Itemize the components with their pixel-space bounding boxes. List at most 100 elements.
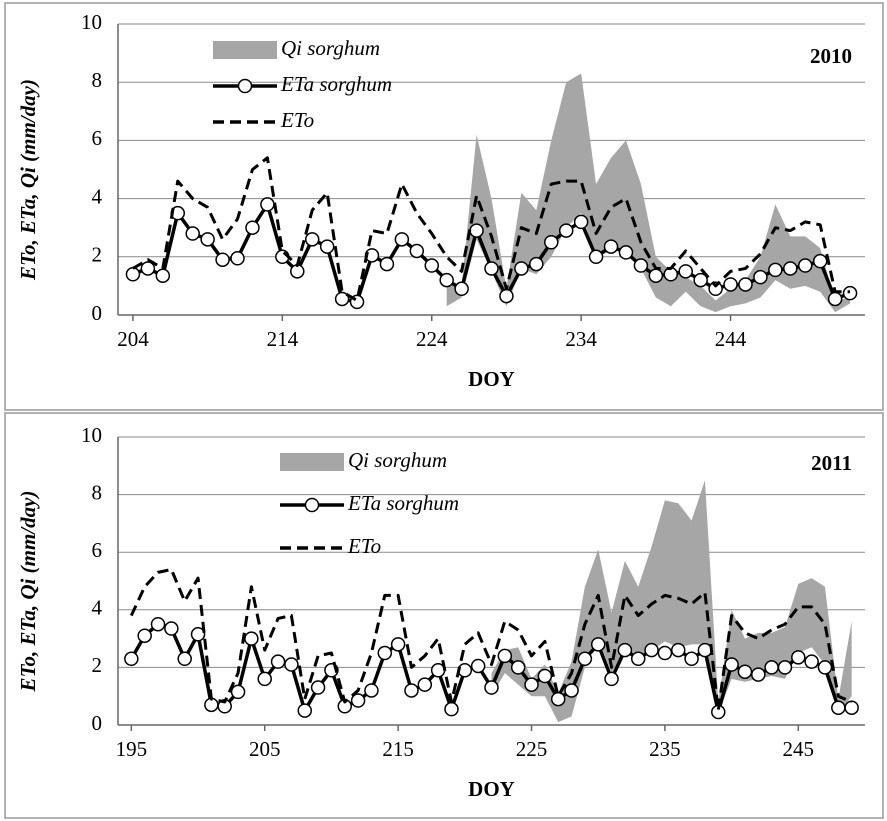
- data-point: [708, 281, 723, 297]
- data-point: [633, 258, 649, 273]
- data-point: [350, 693, 366, 708]
- data-point: [454, 281, 469, 297]
- y-tick-label: 8: [92, 68, 103, 92]
- data-point: [439, 272, 454, 288]
- data-point: [215, 252, 230, 267]
- legend-marker: [304, 497, 320, 513]
- data-point: [379, 256, 395, 272]
- data-point: [394, 232, 410, 247]
- x-tick-label: 235: [649, 737, 681, 761]
- legend-swatch: [213, 41, 277, 59]
- legend-marker: [237, 78, 253, 94]
- data-point: [150, 616, 166, 632]
- x-axis-label: DOY: [468, 367, 515, 391]
- data-point: [524, 677, 539, 692]
- data-point: [812, 253, 828, 269]
- data-point: [177, 651, 192, 667]
- data-point: [230, 251, 245, 266]
- y-axis-label: ETo, ETa, Qi (mm/day): [16, 79, 40, 281]
- x-tick-label: 195: [116, 737, 148, 761]
- data-point: [484, 680, 499, 695]
- panel-frame: [4, 2, 884, 411]
- data-point: [657, 645, 673, 661]
- data-point: [678, 264, 693, 279]
- x-tick-label: 215: [382, 737, 414, 761]
- data-point: [671, 642, 686, 658]
- y-tick-label: 8: [92, 480, 103, 504]
- data-point: [444, 701, 459, 717]
- legend-label: ETa sorghum: [280, 72, 392, 96]
- y-tick-label: 10: [81, 423, 102, 447]
- x-tick-label: 224: [416, 327, 448, 351]
- data-point: [618, 245, 634, 260]
- data-point: [573, 214, 589, 230]
- data-point: [124, 651, 139, 667]
- data-point: [319, 239, 335, 254]
- data-point: [544, 235, 559, 250]
- data-point: [603, 239, 619, 254]
- data-point: [648, 268, 664, 283]
- x-tick-label: 234: [565, 327, 597, 351]
- data-point: [270, 654, 286, 669]
- data-point: [417, 677, 433, 692]
- data-point: [791, 650, 806, 665]
- data-point: [684, 651, 699, 667]
- data-point: [164, 621, 179, 636]
- y-axis-label: ETo, ETa, Qi (mm/day): [16, 491, 40, 693]
- data-point: [284, 657, 299, 672]
- data-point: [155, 268, 171, 283]
- data-point: [724, 657, 739, 672]
- legend-label: ETa sorghum: [347, 491, 459, 515]
- data-point: [831, 700, 846, 715]
- panel-frame: [4, 412, 884, 819]
- data-point: [617, 642, 633, 658]
- data-point: [245, 220, 260, 235]
- legend-swatch: [280, 453, 344, 471]
- data-point: [588, 249, 604, 265]
- data-point: [390, 637, 406, 652]
- x-tick-label: 205: [249, 737, 281, 761]
- y-tick-label: 0: [92, 301, 103, 325]
- y-tick-label: 6: [92, 538, 103, 562]
- data-point: [529, 256, 544, 272]
- data-point: [630, 651, 646, 667]
- data-point: [364, 683, 379, 698]
- data-point: [484, 261, 499, 276]
- data-point: [577, 651, 593, 667]
- qi-band: [446, 73, 851, 313]
- data-point: [297, 703, 312, 718]
- y-tick-label: 10: [81, 10, 102, 34]
- data-point: [604, 671, 619, 687]
- data-point: [751, 667, 766, 682]
- y-tick-label: 6: [92, 126, 103, 150]
- chart-panel: 0 2 4 6 8 10 195 205 215 225 235 245 DOY ETo, ETa, Qi…: [4, 412, 884, 819]
- data-point: [497, 648, 513, 664]
- data-point: [137, 628, 152, 643]
- data-point: [804, 654, 819, 669]
- data-point: [764, 660, 779, 675]
- data-point: [558, 223, 574, 238]
- data-point: [260, 197, 275, 212]
- y-tick-label: 2: [92, 243, 103, 267]
- data-point: [424, 258, 439, 273]
- data-point: [310, 680, 326, 695]
- legend-label: ETo: [280, 108, 314, 132]
- data-point: [470, 658, 486, 674]
- annotation: 2011: [811, 451, 852, 475]
- data-point: [185, 226, 200, 241]
- series-line: [132, 156, 851, 302]
- y-tick-label: 4: [92, 596, 103, 620]
- data-point: [409, 243, 425, 259]
- data-point: [723, 277, 738, 292]
- data-point: [537, 668, 553, 684]
- data-point: [514, 261, 529, 276]
- x-axis-label: DOY: [468, 777, 515, 801]
- data-point: [190, 627, 206, 642]
- data-point: [510, 660, 526, 675]
- data-point: [550, 691, 566, 707]
- x-tick-label: 214: [267, 327, 299, 351]
- data-point: [777, 660, 793, 675]
- annotation: 2010: [810, 44, 852, 68]
